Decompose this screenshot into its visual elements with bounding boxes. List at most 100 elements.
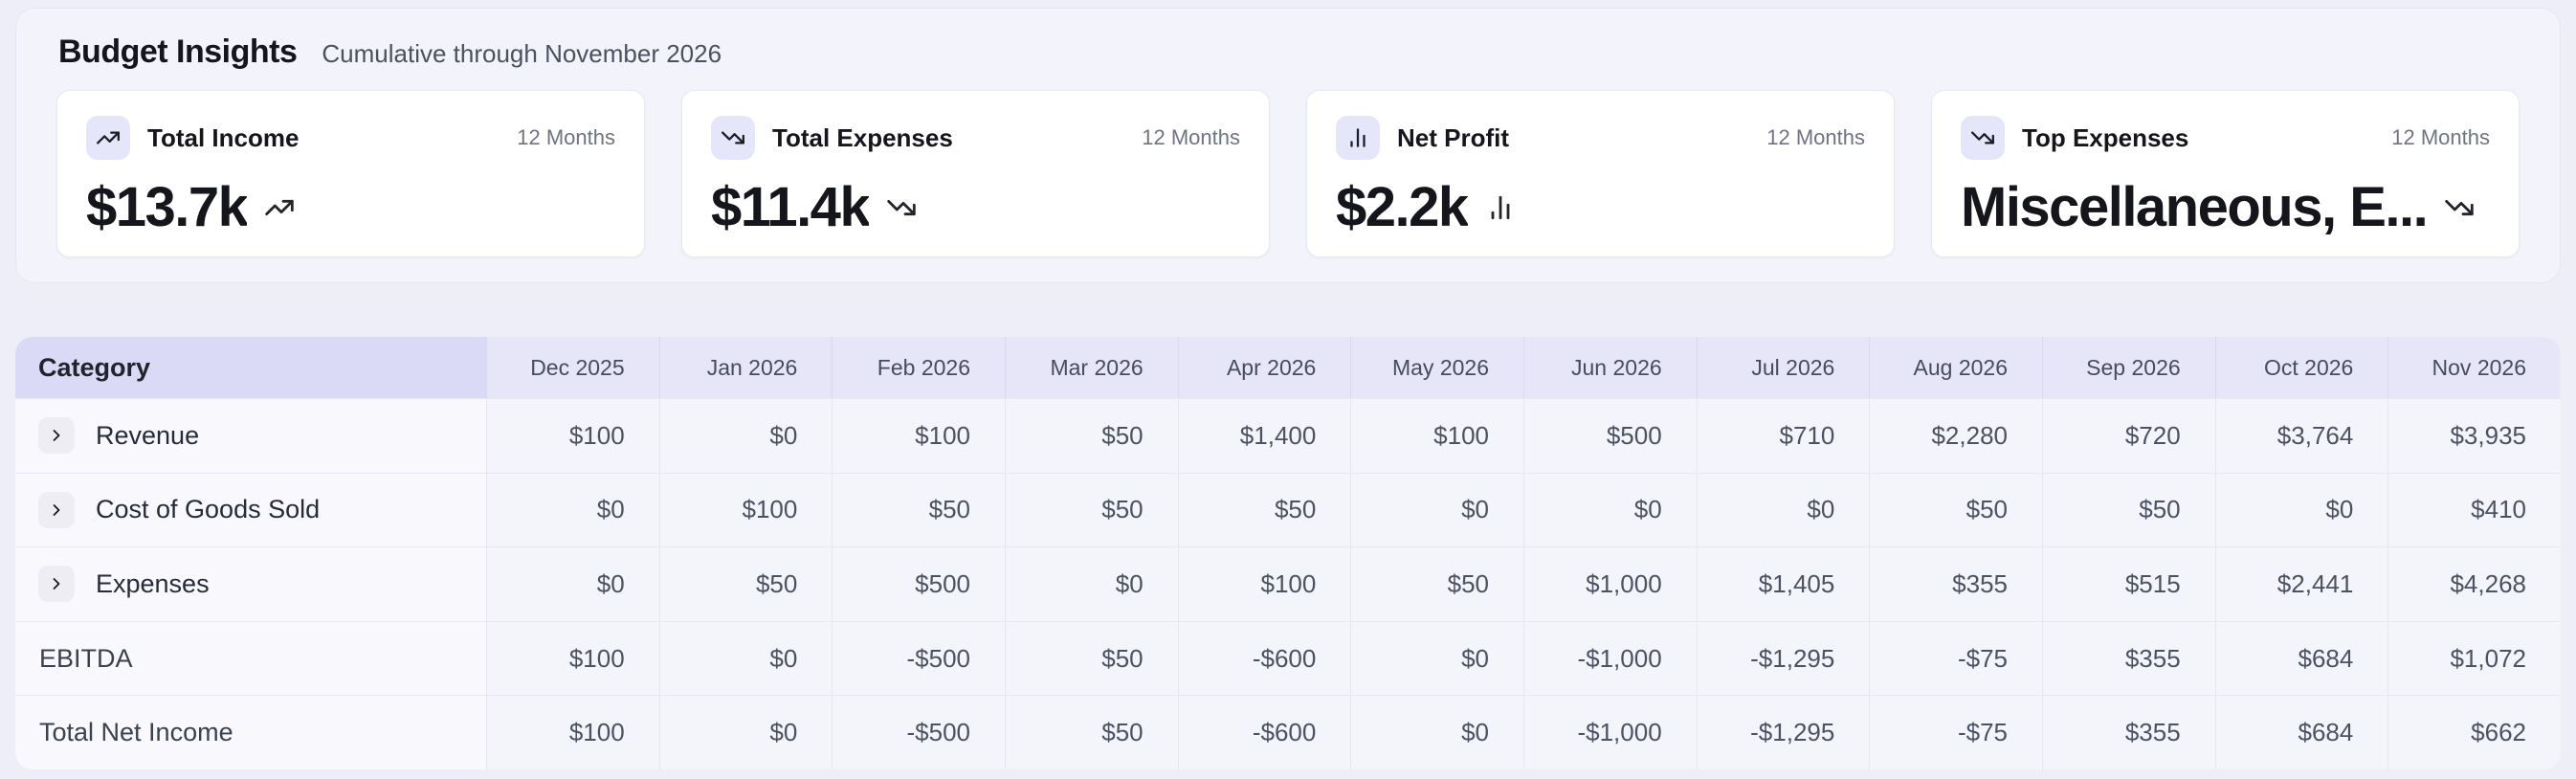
cell-expenses-may-2026: $50 bbox=[1350, 546, 1523, 621]
cell-expenses-dec-2025: $0 bbox=[486, 546, 659, 621]
bar-chart-icon bbox=[1485, 192, 1516, 223]
budget-insights-panel: Budget Insights Cumulative through Novem… bbox=[15, 8, 2561, 283]
cell-revenue-jun-2026: $500 bbox=[1523, 398, 1697, 473]
chevron-right-icon bbox=[47, 426, 66, 445]
cell-revenue-aug-2026: $2,280 bbox=[1869, 398, 2042, 473]
cell-total-net-income-jun-2026: -$1,000 bbox=[1523, 695, 1697, 769]
cell-total-net-income-jul-2026: -$1,295 bbox=[1696, 695, 1870, 769]
kpi-value-row: $11.4k bbox=[711, 175, 1240, 239]
cell-cost-of-goods-sold-sep-2026: $50 bbox=[2042, 472, 2215, 547]
row-label-cell-cost-of-goods-sold: Cost of Goods Sold bbox=[15, 472, 486, 547]
kpi-value: $2.2k bbox=[1336, 176, 1468, 238]
cell-ebitda-jul-2026: -$1,295 bbox=[1696, 620, 1870, 696]
cell-ebitda-aug-2026: -$75 bbox=[1869, 620, 2042, 696]
chevron-right-icon bbox=[47, 574, 66, 593]
kpi-label: Total Expenses bbox=[772, 122, 953, 152]
trending-down-icon bbox=[1970, 125, 1995, 150]
kpi-icon-badge bbox=[86, 116, 130, 160]
cell-cost-of-goods-sold-jan-2026: $100 bbox=[658, 472, 833, 547]
kpi-card-top-expenses: Top Expenses 12 Months Miscellaneous, E... bbox=[1931, 90, 2520, 257]
cell-cost-of-goods-sold-feb-2026: $50 bbox=[832, 472, 1005, 547]
cell-revenue-feb-2026: $100 bbox=[832, 398, 1005, 473]
cell-revenue-jan-2026: $0 bbox=[658, 398, 833, 473]
column-header-month: Oct 2026 bbox=[2214, 337, 2388, 398]
kpi-period-label: 12 Months bbox=[1766, 125, 1865, 149]
column-header-month: Jul 2026 bbox=[1696, 337, 1870, 398]
budget-table: Category Dec 2025 Jan 2026 Feb 2026 Mar 2026… bbox=[15, 337, 2561, 769]
trending-down-icon bbox=[886, 192, 917, 223]
cell-ebitda-mar-2026: $50 bbox=[1005, 620, 1178, 696]
trending-up-icon bbox=[264, 192, 295, 223]
cell-total-net-income-jan-2026: $0 bbox=[658, 695, 833, 769]
kpi-card-header: Total Income 12 Months bbox=[86, 116, 615, 160]
row-label: Total Net Income bbox=[39, 718, 233, 747]
chevron-right-icon bbox=[47, 501, 66, 520]
cell-revenue-nov-2026: $3,935 bbox=[2387, 398, 2561, 473]
cell-total-net-income-oct-2026: $684 bbox=[2214, 695, 2388, 769]
column-header-month: Aug 2026 bbox=[1869, 337, 2042, 398]
trending-down-icon bbox=[2444, 192, 2475, 223]
kpi-cards-row: Total Income 12 Months $13.7k Total Expense… bbox=[56, 90, 2520, 257]
cell-expenses-mar-2026: $0 bbox=[1005, 546, 1178, 621]
expand-row-button-cost-of-goods-sold[interactable] bbox=[38, 491, 75, 528]
kpi-card-net-profit: Net Profit 12 Months $2.2k bbox=[1306, 90, 1895, 257]
trending-down-icon bbox=[721, 125, 745, 150]
column-header-month: Nov 2026 bbox=[2387, 337, 2561, 398]
row-label-cell-ebitda: EBITDA bbox=[15, 620, 486, 696]
page-subtitle: Cumulative through November 2026 bbox=[322, 39, 722, 68]
cell-expenses-feb-2026: $500 bbox=[832, 546, 1005, 621]
row-label: Cost of Goods Sold bbox=[96, 495, 321, 524]
cell-cost-of-goods-sold-apr-2026: $50 bbox=[1177, 472, 1351, 547]
cell-ebitda-apr-2026: -$600 bbox=[1177, 620, 1351, 696]
kpi-period-label: 12 Months bbox=[1142, 125, 1240, 149]
kpi-value: Miscellaneous, E... bbox=[1961, 176, 2428, 238]
page-title: Budget Insights bbox=[58, 33, 298, 70]
cell-total-net-income-feb-2026: -$500 bbox=[832, 695, 1005, 769]
kpi-value-row: $13.7k bbox=[86, 175, 615, 239]
column-header-month: Sep 2026 bbox=[2042, 337, 2215, 398]
kpi-label: Total Income bbox=[147, 122, 300, 152]
cell-ebitda-feb-2026: -$500 bbox=[832, 620, 1005, 696]
cell-ebitda-oct-2026: $684 bbox=[2214, 620, 2388, 696]
kpi-card-total-income: Total Income 12 Months $13.7k bbox=[56, 90, 645, 257]
kpi-value: $11.4k bbox=[711, 176, 870, 238]
column-header-month: Jun 2026 bbox=[1523, 337, 1697, 398]
cell-expenses-apr-2026: $100 bbox=[1177, 546, 1351, 621]
column-header-month: Jan 2026 bbox=[658, 337, 833, 398]
cell-revenue-mar-2026: $50 bbox=[1005, 398, 1178, 473]
row-label: EBITDA bbox=[39, 643, 133, 673]
row-label-cell-total-net-income: Total Net Income bbox=[15, 695, 486, 769]
cell-ebitda-nov-2026: $1,072 bbox=[2387, 620, 2561, 696]
cell-cost-of-goods-sold-mar-2026: $50 bbox=[1005, 472, 1178, 547]
cell-expenses-oct-2026: $2,441 bbox=[2214, 546, 2388, 621]
expand-row-button-expenses[interactable] bbox=[38, 566, 75, 603]
cell-cost-of-goods-sold-jun-2026: $0 bbox=[1523, 472, 1697, 547]
column-header-month: Dec 2025 bbox=[486, 337, 659, 398]
row-label: Expenses bbox=[96, 568, 210, 598]
cell-total-net-income-mar-2026: $50 bbox=[1005, 695, 1178, 769]
cell-ebitda-jan-2026: $0 bbox=[658, 620, 833, 696]
column-header-month: Apr 2026 bbox=[1177, 337, 1351, 398]
cell-total-net-income-nov-2026: $662 bbox=[2387, 695, 2561, 769]
cell-total-net-income-aug-2026: -$75 bbox=[1869, 695, 2042, 769]
kpi-icon-badge bbox=[1961, 116, 2005, 160]
cell-expenses-sep-2026: $515 bbox=[2042, 546, 2215, 621]
kpi-card-header: Top Expenses 12 Months bbox=[1961, 116, 2490, 160]
kpi-card-header: Total Expenses 12 Months bbox=[711, 116, 1240, 160]
cell-cost-of-goods-sold-may-2026: $0 bbox=[1350, 472, 1523, 547]
column-header-month: Mar 2026 bbox=[1005, 337, 1178, 398]
cell-cost-of-goods-sold-jul-2026: $0 bbox=[1696, 472, 1870, 547]
cell-total-net-income-dec-2025: $100 bbox=[486, 695, 659, 769]
kpi-icon-badge bbox=[711, 116, 755, 160]
cell-total-net-income-apr-2026: -$600 bbox=[1177, 695, 1351, 769]
expand-row-button-revenue[interactable] bbox=[38, 417, 75, 455]
cell-revenue-may-2026: $100 bbox=[1350, 398, 1523, 473]
row-label-cell-revenue: Revenue bbox=[15, 398, 486, 473]
cell-total-net-income-sep-2026: $355 bbox=[2042, 695, 2215, 769]
cell-expenses-jan-2026: $50 bbox=[658, 546, 833, 621]
column-header-month: May 2026 bbox=[1350, 337, 1523, 398]
kpi-value-row: $2.2k bbox=[1336, 175, 1865, 239]
kpi-label: Top Expenses bbox=[2022, 122, 2189, 152]
panel-titlebar: Budget Insights Cumulative through Novem… bbox=[16, 9, 2560, 71]
column-header-category: Category bbox=[15, 337, 486, 398]
